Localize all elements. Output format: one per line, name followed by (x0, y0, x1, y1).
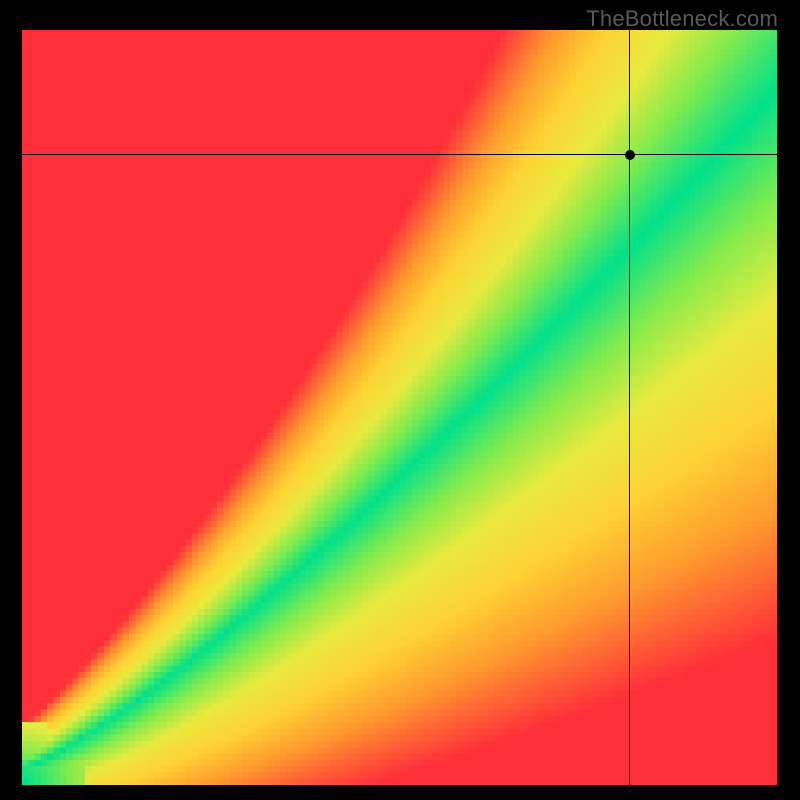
watermark-text: TheBottleneck.com (586, 6, 778, 32)
crosshair-marker (625, 150, 635, 160)
crosshair-horizontal (22, 154, 777, 155)
crosshair-vertical (629, 30, 630, 785)
bottleneck-heatmap (22, 30, 777, 785)
plot-area (22, 30, 777, 785)
chart-container: { "watermark": { "text": "TheBottleneck.… (0, 0, 800, 800)
